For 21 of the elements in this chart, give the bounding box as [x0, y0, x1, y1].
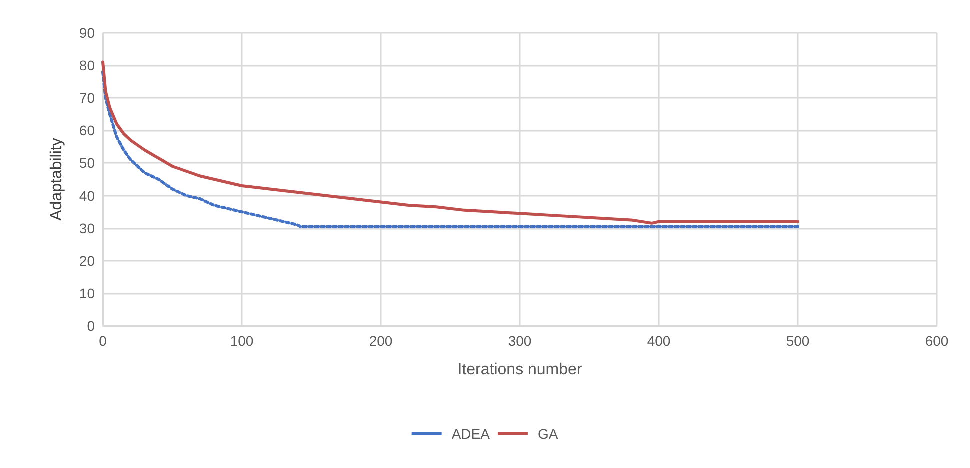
y-tick-label: 70 — [79, 90, 96, 106]
x-tick-label: 400 — [647, 333, 671, 349]
y-tick-label: 10 — [79, 285, 96, 302]
y-tick-label: 20 — [79, 252, 96, 269]
y-tick-label: 90 — [79, 25, 96, 41]
x-tick-label: 600 — [925, 333, 949, 349]
x-tick-label: 0 — [99, 333, 108, 349]
x-tick-label: 100 — [230, 333, 254, 349]
x-tick-label: 300 — [508, 333, 532, 349]
y-tick-label: 0 — [87, 318, 96, 334]
x-tick-label: 500 — [786, 333, 810, 349]
y-tick-label: 80 — [79, 58, 96, 74]
legend-label: GA — [538, 426, 559, 442]
y-tick-label: 60 — [79, 122, 96, 139]
y-axis-title: Adaptability — [48, 138, 66, 221]
legend-label: ADEA — [452, 426, 491, 442]
x-tick-label: 200 — [369, 333, 393, 349]
x-axis-title: Iterations number — [458, 362, 583, 378]
y-tick-label: 40 — [79, 188, 96, 204]
y-tick-label: 30 — [79, 220, 96, 236]
y-tick-label: 50 — [79, 155, 96, 172]
